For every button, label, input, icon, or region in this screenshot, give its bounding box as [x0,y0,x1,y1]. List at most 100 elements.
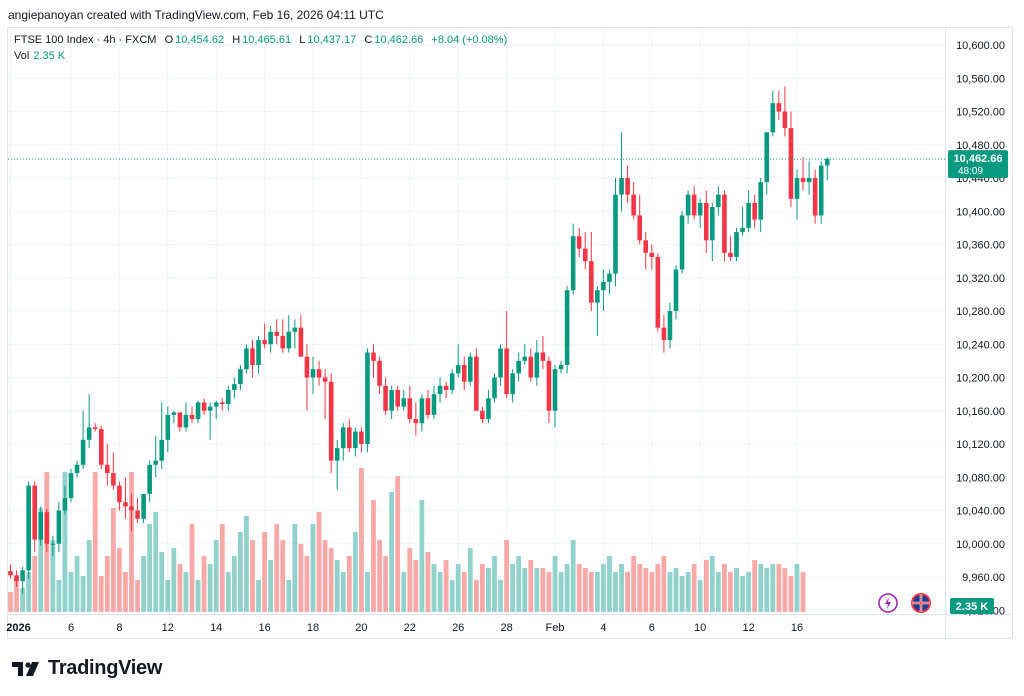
candle-body[interactable] [601,281,606,291]
candle-body[interactable] [68,473,74,499]
candle-body[interactable] [776,103,782,112]
candle-body[interactable] [286,331,292,349]
candle-body[interactable] [492,377,497,399]
candle-body[interactable] [752,202,757,220]
candle-body[interactable] [207,406,213,411]
candle-body[interactable] [673,269,679,311]
candle-body[interactable] [516,360,521,374]
candle-body[interactable] [558,365,564,370]
candle-body[interactable] [728,252,733,257]
candle-body[interactable] [764,132,770,183]
candle-body[interactable] [334,448,340,461]
candle-body[interactable] [135,510,140,519]
candle-body[interactable] [619,178,624,195]
candle-body[interactable] [540,352,546,361]
candle-body[interactable] [474,356,479,411]
candle-body[interactable] [213,402,219,407]
candle-body[interactable] [159,439,165,461]
candle-body[interactable] [582,248,588,262]
volume-label[interactable]: Vol [14,50,30,62]
candle-body[interactable] [195,402,201,420]
candle-body[interactable] [153,460,158,465]
candle-body[interactable] [794,178,800,199]
candle-body[interactable] [353,431,358,449]
candle-body[interactable] [123,502,128,507]
candle-body[interactable] [534,352,540,378]
candle-body[interactable] [510,373,515,395]
candle-body[interactable] [56,510,62,544]
candle-body[interactable] [431,394,437,415]
candle-body[interactable] [98,429,104,465]
candle-body[interactable] [818,165,824,216]
candle-body[interactable] [449,373,455,390]
candle-body[interactable] [703,202,709,241]
candle-body[interactable] [38,512,44,540]
candle-body[interactable] [14,575,19,582]
candle-body[interactable] [722,194,727,253]
candle-body[interactable] [437,385,443,395]
candle-body[interactable] [44,512,50,544]
candle-body[interactable] [655,256,661,328]
candle-body[interactable] [697,202,703,216]
candle-body[interactable] [280,335,286,349]
candle-body[interactable] [746,202,751,228]
symbol-label[interactable]: FTSE 100 Index · 4h · FXCM [14,34,157,46]
candle-body[interactable] [298,327,304,357]
candle-body[interactable] [328,381,334,461]
candle-body[interactable] [425,398,431,415]
candle-body[interactable] [401,398,407,407]
candle-body[interactable] [141,493,146,519]
candle-body[interactable] [244,348,249,370]
candle-body[interactable] [226,389,231,405]
candle-body[interactable] [177,412,183,428]
candle-body[interactable] [812,178,818,216]
candle-body[interactable] [661,327,667,341]
candle-body[interactable] [371,352,376,361]
candle-body[interactable] [564,290,570,366]
candle-body[interactable] [389,389,394,411]
candle-body[interactable] [824,158,830,166]
candle-body[interactable] [340,427,346,449]
candle-body[interactable] [165,414,171,440]
candle-body[interactable] [589,261,594,303]
tradingview-logo[interactable]: TradingView [12,657,162,680]
candle-body[interactable] [455,365,461,374]
candle-body[interactable] [643,240,649,253]
candle-body[interactable] [171,412,177,415]
candle-body[interactable] [322,377,328,382]
candle-body[interactable] [649,252,655,257]
candle-body[interactable] [80,439,86,465]
candle-body[interactable] [498,348,503,378]
candle-body[interactable] [105,464,110,474]
candle-body[interactable] [613,194,618,274]
candle-body[interactable] [74,464,80,474]
candle-body[interactable] [292,327,298,332]
candle-body[interactable] [347,427,352,449]
candle-body[interactable] [201,402,207,411]
candle-body[interactable] [734,232,739,257]
candle-body[interactable] [770,103,776,133]
candle-body[interactable] [238,369,243,385]
candle-body[interactable] [710,207,715,241]
candle-body[interactable] [570,236,576,291]
candle-body[interactable] [461,365,467,382]
candle-body[interactable] [782,111,788,129]
candle-body[interactable] [8,571,13,576]
candle-body[interactable] [740,227,745,233]
candle-body[interactable] [32,485,37,540]
candle-body[interactable] [595,290,600,303]
candle-body[interactable] [552,369,558,411]
candle-body[interactable] [667,311,673,341]
candle-body[interactable] [419,398,425,424]
candle-body[interactable] [250,348,255,366]
candle-body[interactable] [232,384,237,390]
candle-body[interactable] [480,410,485,420]
candle-body[interactable] [546,360,552,411]
candle-body[interactable] [486,398,491,420]
candle-body[interactable] [262,340,267,345]
candle-body[interactable] [468,356,473,382]
candle-body[interactable] [407,398,413,420]
candle-body[interactable] [310,369,316,378]
candle-body[interactable] [86,427,92,440]
